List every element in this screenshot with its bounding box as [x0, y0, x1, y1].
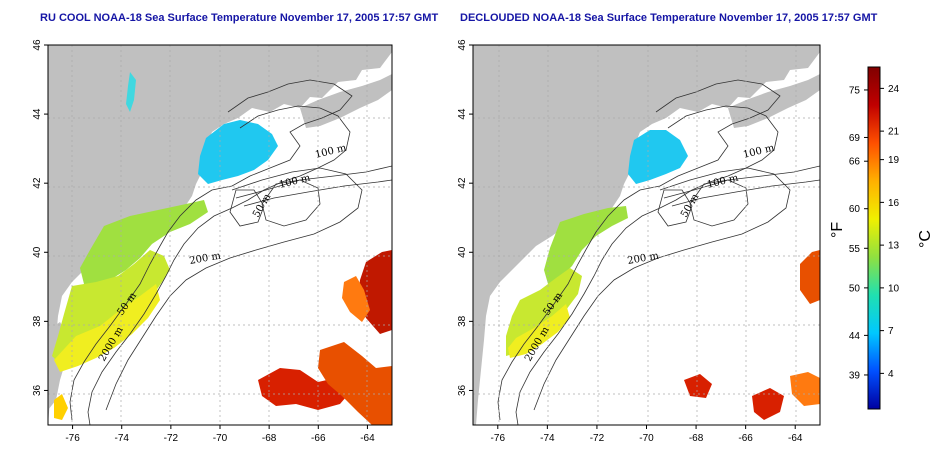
colorbar-fahrenheit-ticks: 75 69 66 60 55 50 44 39 — [849, 85, 868, 381]
celsius-tick-label: 4 — [888, 369, 894, 380]
lon-tick-label: -68 — [689, 433, 704, 444]
lat-tick-label: 42 — [457, 177, 468, 189]
map-panel-left: 100 m 100 m 50 m 200 m 50 m 2000 m -76 -7… — [32, 39, 393, 444]
lat-tick-label: 40 — [457, 246, 468, 258]
sst-overlay — [506, 130, 820, 420]
lon-tick-label: -76 — [65, 433, 80, 444]
lat-tick-label: 36 — [457, 384, 468, 396]
fahrenheit-tick-label: 44 — [849, 331, 861, 342]
land-mass — [473, 45, 820, 425]
lon-tick-label: -72 — [164, 433, 179, 444]
lon-tick-label: -66 — [311, 433, 326, 444]
lon-tick-label: -66 — [738, 433, 753, 444]
fahrenheit-tick-label: 60 — [849, 204, 861, 215]
lat-tick-label: 36 — [32, 384, 43, 396]
colorbar-scale — [867, 66, 881, 410]
lat-tick-label: 38 — [457, 315, 468, 327]
lat-tick-label: 38 — [32, 315, 43, 327]
lon-tick-label: -64 — [360, 433, 375, 444]
axis-ticks-left: -76 -74 -72 -70 -68 -66 -64 36 38 40 42 44 46 — [32, 39, 375, 444]
map-panel-right: 100 m 100 m 50 m 200 m 50 m 2000 m -76 -7… — [457, 39, 821, 444]
celsius-tick-label: 16 — [888, 198, 900, 209]
lon-tick-label: -68 — [262, 433, 277, 444]
celsius-unit-label: °C — [917, 230, 934, 248]
axis-ticks-right: -76 -74 -72 -70 -68 -66 -64 36 38 40 42 44 46 — [457, 39, 803, 444]
fahrenheit-tick-label: 39 — [849, 370, 861, 381]
lat-tick-label: 46 — [32, 39, 43, 51]
panel-title-left: RU COOL NOAA-18 Sea Surface Temperature … — [40, 12, 439, 24]
panel-title-right: DECLOUDED NOAA-18 Sea Surface Temperatur… — [460, 12, 878, 24]
lon-tick-label: -72 — [590, 433, 605, 444]
land-nova-scotia — [728, 74, 820, 128]
bathymetry-contours — [69, 79, 392, 425]
lat-tick-label: 46 — [457, 39, 468, 51]
celsius-tick-label: 24 — [888, 84, 900, 95]
lon-tick-label: -70 — [639, 433, 654, 444]
sst-overlay — [52, 72, 392, 425]
grid-lines — [473, 45, 820, 425]
fahrenheit-tick-label: 69 — [849, 133, 861, 144]
bathymetry-contours — [497, 79, 820, 425]
colorbar-celsius-ticks: 24 21 19 16 13 10 7 4 — [880, 84, 900, 380]
celsius-tick-label: 19 — [888, 155, 900, 166]
celsius-tick-label: 7 — [888, 326, 894, 337]
fahrenheit-tick-label: 75 — [849, 85, 861, 96]
fahrenheit-tick-label: 66 — [849, 157, 861, 168]
celsius-tick-label: 21 — [888, 127, 900, 138]
celsius-tick-label: 10 — [888, 283, 900, 294]
lon-tick-label: -64 — [788, 433, 803, 444]
fahrenheit-tick-label: 50 — [849, 283, 861, 294]
lat-tick-label: 42 — [32, 177, 43, 189]
lat-tick-label: 44 — [32, 108, 43, 120]
celsius-tick-label: 13 — [888, 241, 900, 252]
lon-tick-label: -74 — [540, 433, 555, 444]
lat-tick-label: 40 — [32, 246, 43, 258]
colorbar: 75 69 66 60 55 50 44 39 24 21 19 16 13 10 7 4 °F °C — [829, 66, 934, 410]
lat-tick-label: 44 — [457, 108, 468, 120]
land-mass — [48, 45, 392, 425]
fahrenheit-tick-label: 55 — [849, 244, 861, 255]
lon-tick-label: -70 — [213, 433, 228, 444]
lon-tick-label: -76 — [491, 433, 506, 444]
grid-lines — [48, 45, 392, 425]
land-nova-scotia — [300, 74, 392, 128]
lon-tick-label: -74 — [114, 433, 129, 444]
fahrenheit-unit-label: °F — [829, 222, 846, 238]
